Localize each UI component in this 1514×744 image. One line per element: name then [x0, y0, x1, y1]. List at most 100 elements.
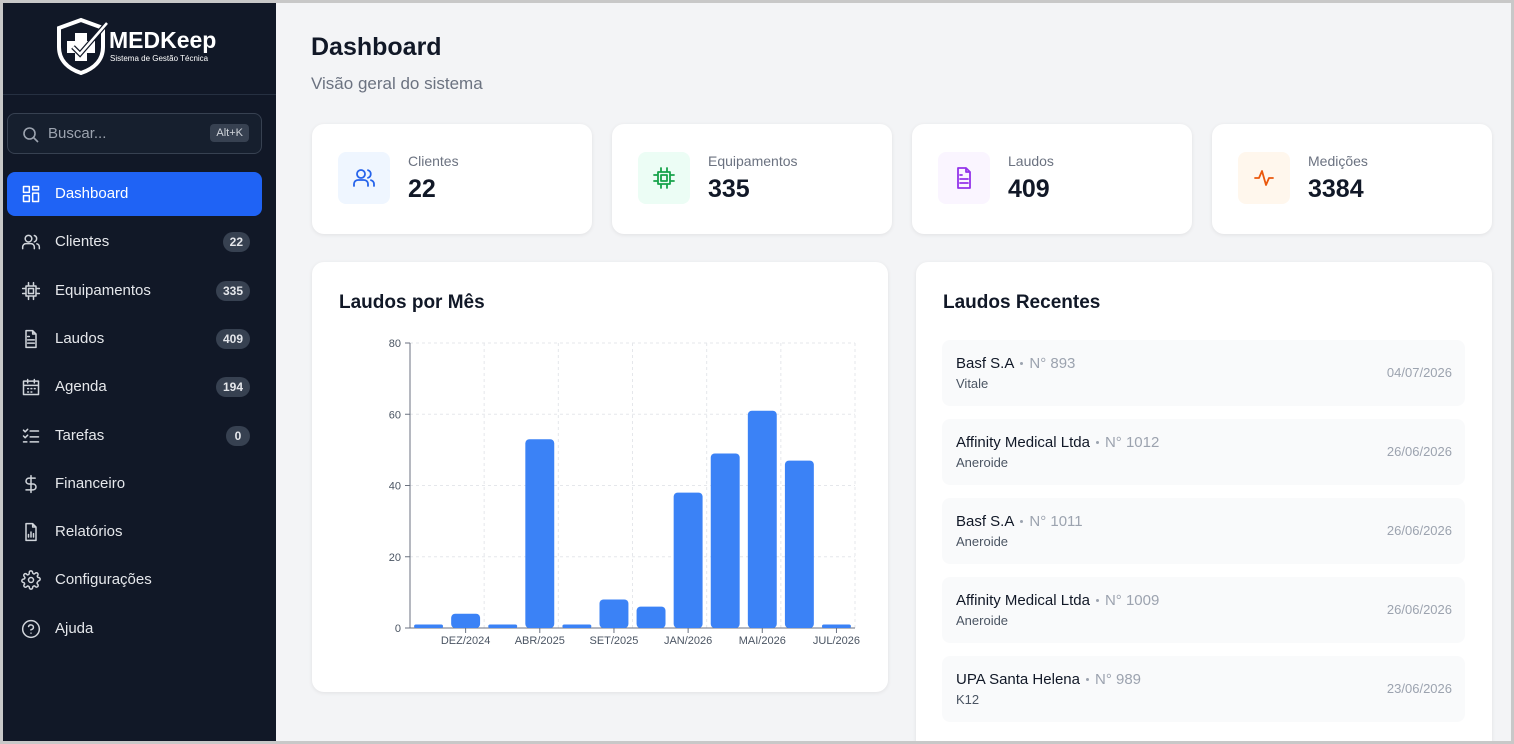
recent-client-line: UPA Santa Helena N° 989 [956, 671, 1141, 688]
nav-label: Dashboard [55, 185, 129, 202]
recent-model: Aneroide [956, 455, 1009, 470]
recent-item[interactable]: Basf S.A N° 893 Vitale 04/07/2026 [942, 340, 1465, 406]
separator-dot [1020, 362, 1024, 365]
recent-model: K12 [956, 692, 980, 707]
separator-dot [1095, 441, 1099, 444]
icon [957, 167, 971, 189]
recent-item[interactable]: Affinity Medical Ltda N° 1012 Aneroide 26/0… [942, 419, 1465, 485]
x-tick-label: JUL/2026 [813, 635, 860, 647]
icon [22, 185, 40, 203]
recent-model: Vitale [956, 376, 989, 391]
nav-item[interactable]: Tarefas 0 [7, 414, 262, 458]
x-tick-label: ABR/2025 [515, 635, 565, 647]
nav-badge: 22 [222, 232, 250, 253]
recent-number: N° 1012 [1104, 434, 1160, 451]
icon [25, 523, 37, 542]
recent-client-line: Affinity Medical Ltda N° 1009 [956, 592, 1159, 609]
recent-client-line: Basf S.A N° 893 [956, 355, 1075, 372]
recent-client-line: Basf S.A N° 1011 [956, 513, 1083, 530]
stat-icon [938, 152, 990, 204]
search-placeholder: Buscar... [48, 125, 107, 142]
separator-dot [1085, 678, 1089, 681]
recent-model: Aneroide [956, 613, 1009, 628]
shortcut: Alt+K [210, 124, 249, 142]
recent-date: 04/07/2026 [1386, 365, 1452, 380]
brand-name: MEDKeep [109, 27, 217, 53]
stat-card: Laudos 409 [912, 124, 1192, 234]
nav-badge: 335 [215, 280, 250, 301]
nav-badge: 0 [226, 425, 250, 446]
bar [414, 624, 444, 628]
nav-label: Clientes [55, 233, 110, 251]
stat-card: Clientes 22 [312, 124, 592, 234]
chart-title: Laudos por Mês [339, 292, 485, 313]
recent-model: Aneroide [956, 534, 1009, 549]
recent-client-line: Affinity Medical Ltda N° 1012 [956, 434, 1159, 451]
bar [451, 613, 481, 628]
y-tick-label: 80 [389, 338, 401, 350]
nav-item[interactable]: Configurações [7, 558, 262, 602]
nav-label: Agenda [55, 378, 107, 396]
recent-date: 26/06/2026 [1386, 444, 1452, 459]
x-tick-label: MAI/2026 [739, 635, 786, 647]
stat-icon [1238, 152, 1290, 204]
stat-value: 335 [708, 175, 750, 203]
recent-client: Basf S.A [956, 513, 1015, 530]
stat-icon [338, 152, 390, 204]
nav-item[interactable]: Laudos 409 [7, 317, 262, 361]
nav-item[interactable]: Dashboard [7, 172, 262, 216]
recent-client: Affinity Medical Ltda [956, 434, 1090, 451]
nav-label: Relatórios [55, 523, 123, 541]
nav-item[interactable]: Financeiro [7, 462, 262, 506]
stat-card: Medições 3384 [1212, 124, 1492, 234]
icon [21, 570, 41, 591]
icon [1254, 170, 1274, 186]
recent-item[interactable]: Basf S.A N° 1011 Aneroide 26/06/2026 [942, 498, 1465, 564]
nav-label: Equipamentos [55, 281, 151, 299]
nav-badge: 409 [215, 328, 250, 349]
recent-title: Laudos Recentes [943, 292, 1101, 313]
y-tick-label: 20 [389, 552, 401, 564]
recent-number: N° 893 [1029, 355, 1076, 372]
recent-number: N° 1009 [1104, 592, 1160, 609]
bar [747, 410, 777, 628]
nav-item[interactable]: Ajuda [7, 607, 262, 651]
nav-item[interactable]: Clientes 22 [7, 220, 262, 264]
recent-client: Affinity Medical Ltda [956, 592, 1090, 609]
x-tick-label: DEZ/2024 [441, 635, 491, 647]
brand-tagline: Sistema de Gestão Técnica [110, 54, 209, 63]
stat-label: Equipamentos [708, 153, 798, 169]
nav-label: Ajuda [55, 619, 94, 637]
recent-item[interactable]: UPA Santa Helena N° 989 K12 23/06/2026 [942, 656, 1465, 722]
icon [25, 474, 37, 493]
stat-label: Laudos [1008, 153, 1054, 169]
page-title: Dashboard [311, 33, 442, 61]
nav-item[interactable]: Relatórios [7, 510, 262, 554]
recent-date: 26/06/2026 [1386, 523, 1452, 538]
recent-client: UPA Santa Helena [956, 671, 1080, 688]
bar [525, 439, 555, 628]
search-box[interactable]: Buscar... Alt+K [7, 113, 262, 154]
bar [673, 492, 703, 628]
recent-card: Laudos Recentes Basf S.A N° 893 Vitale 04/0… [916, 262, 1492, 741]
icon [22, 428, 40, 443]
y-tick-label: 40 [389, 481, 401, 493]
nav-item[interactable]: Equipamentos 335 [7, 269, 262, 313]
icon [653, 167, 675, 189]
nav-label: Configurações [55, 571, 152, 589]
bar [710, 453, 740, 628]
recent-item[interactable]: Affinity Medical Ltda N° 1009 Aneroide 26/0… [942, 577, 1465, 643]
x-tick-label: SET/2025 [589, 635, 638, 647]
separator-dot [1095, 599, 1099, 602]
nav-label: Laudos [55, 329, 105, 347]
recent-client: Basf S.A [956, 355, 1015, 372]
recent-date: 23/06/2026 [1386, 681, 1452, 696]
page-subtitle: Visão geral do sistema [311, 74, 483, 93]
search-icon [23, 127, 39, 143]
nav-item[interactable]: Agenda 194 [7, 365, 262, 409]
icon [22, 619, 40, 638]
recent-number: N° 989 [1094, 671, 1142, 688]
nav-label: Financeiro [55, 474, 126, 492]
bar [488, 624, 518, 628]
